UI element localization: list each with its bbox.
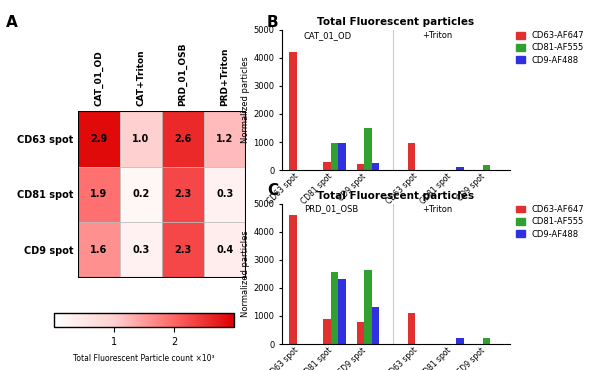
Bar bbox=[323, 319, 331, 344]
Bar bbox=[372, 162, 379, 170]
Legend: CD63-AF647, CD81-AF555, CD9-AF488: CD63-AF647, CD81-AF555, CD9-AF488 bbox=[517, 31, 584, 65]
Text: A: A bbox=[6, 15, 18, 30]
Bar bbox=[78, 166, 120, 222]
Bar bbox=[120, 166, 162, 222]
Text: 2.6: 2.6 bbox=[175, 134, 191, 144]
Text: Total Fluorescent Particle count ×10³: Total Fluorescent Particle count ×10³ bbox=[73, 354, 215, 363]
Text: 0.4: 0.4 bbox=[217, 245, 233, 255]
Bar bbox=[78, 111, 120, 166]
Bar bbox=[364, 128, 372, 170]
Bar bbox=[357, 322, 364, 344]
Bar bbox=[78, 222, 120, 278]
Bar bbox=[338, 279, 346, 344]
Text: 2.9: 2.9 bbox=[91, 134, 107, 144]
Bar bbox=[289, 52, 297, 170]
Text: +Triton: +Triton bbox=[422, 205, 452, 213]
Text: CAT_01_OD: CAT_01_OD bbox=[304, 31, 352, 40]
Bar bbox=[482, 338, 490, 344]
Bar bbox=[407, 144, 415, 170]
Bar bbox=[204, 166, 246, 222]
Bar bbox=[331, 272, 338, 344]
Bar bbox=[289, 215, 297, 344]
Text: 1.2: 1.2 bbox=[217, 134, 233, 144]
Bar bbox=[357, 164, 364, 170]
Y-axis label: Normalized particles: Normalized particles bbox=[241, 231, 250, 317]
Text: +Triton: +Triton bbox=[422, 31, 452, 40]
Title: Total Fluorescent particles: Total Fluorescent particles bbox=[317, 17, 475, 27]
Bar bbox=[456, 167, 464, 170]
Bar bbox=[407, 313, 415, 344]
Text: 2.3: 2.3 bbox=[175, 245, 191, 255]
Bar bbox=[162, 166, 204, 222]
Text: PRD_01_OSB: PRD_01_OSB bbox=[304, 205, 358, 213]
Y-axis label: Normalized particles: Normalized particles bbox=[241, 57, 250, 143]
Text: C: C bbox=[267, 183, 278, 198]
Text: 2.3: 2.3 bbox=[175, 189, 191, 199]
Bar bbox=[482, 165, 490, 170]
Title: Total Fluorescent particles: Total Fluorescent particles bbox=[317, 191, 475, 201]
Bar bbox=[338, 144, 346, 170]
Text: 0.2: 0.2 bbox=[133, 189, 149, 199]
Bar bbox=[456, 339, 464, 344]
Text: 1.9: 1.9 bbox=[91, 189, 107, 199]
Text: 0.3: 0.3 bbox=[133, 245, 149, 255]
Text: 1.0: 1.0 bbox=[133, 134, 149, 144]
Bar bbox=[204, 111, 246, 166]
Bar bbox=[331, 143, 338, 170]
Text: 0.3: 0.3 bbox=[217, 189, 233, 199]
Text: 1.6: 1.6 bbox=[91, 245, 107, 255]
Bar bbox=[372, 307, 379, 344]
Bar bbox=[364, 270, 372, 344]
Bar bbox=[120, 111, 162, 166]
Bar bbox=[120, 222, 162, 278]
Bar bbox=[162, 111, 204, 166]
Bar bbox=[323, 162, 331, 170]
Legend: CD63-AF647, CD81-AF555, CD9-AF488: CD63-AF647, CD81-AF555, CD9-AF488 bbox=[517, 205, 584, 239]
Bar bbox=[204, 222, 246, 278]
Bar bbox=[162, 222, 204, 278]
Text: B: B bbox=[267, 15, 278, 30]
